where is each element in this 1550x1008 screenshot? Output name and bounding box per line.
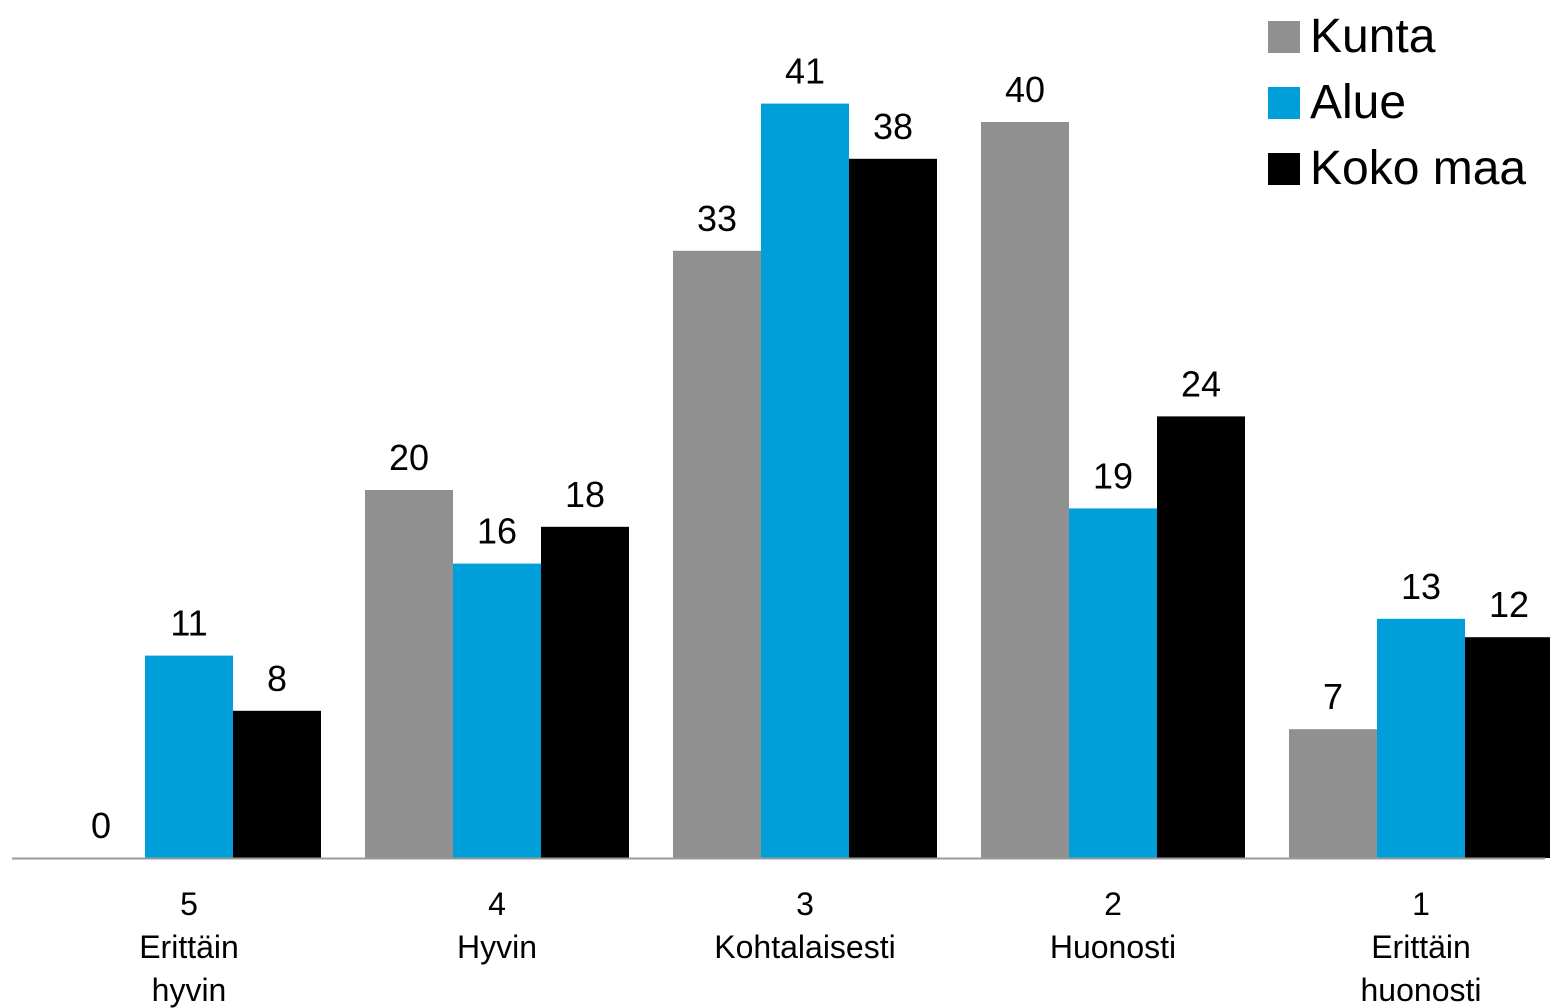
legend: Kunta Alue Koko maa [1268,4,1526,202]
category-label-5-line-3: huonosti [1361,972,1482,1008]
category-label-5-line-2: Erittäin [1371,929,1471,965]
data-label-koko-maa-4: 24 [1181,363,1221,404]
bar-koko-maa-3 [849,158,937,859]
data-label-alue-3: 41 [785,51,825,92]
bar-kunta-5 [1289,729,1377,858]
data-label-kunta-4: 40 [1005,69,1045,110]
data-label-kunta-1: 0 [91,805,111,846]
category-label-2-line-2: Hyvin [457,929,537,965]
bar-koko-maa-2 [541,526,629,858]
data-label-kunta-5: 7 [1323,676,1343,717]
data-label-alue-1: 11 [170,603,207,644]
legend-label-koko-maa: Koko maa [1310,142,1527,195]
legend-swatch-alue [1268,87,1300,119]
category-label-5-line-1: 1 [1412,886,1430,922]
category-label-3-line-2: Kohtalaisesti [714,929,895,965]
legend-swatch-kunta [1268,21,1300,53]
category-label-1-line-3: hyvin [152,972,227,1008]
category-label-2-line-1: 4 [488,886,506,922]
data-label-koko-maa-1: 8 [267,658,287,699]
bar-alue-5 [1377,618,1465,858]
bar-alue-3 [761,103,849,859]
data-label-kunta-2: 20 [389,437,429,478]
bar-alue-1 [145,655,233,858]
bar-kunta-2 [365,490,453,858]
data-label-alue-4: 19 [1093,455,1133,496]
bar-alue-2 [453,563,541,858]
data-label-kunta-3: 33 [697,198,737,239]
bar-koko-maa-4 [1157,416,1245,858]
data-label-alue-2: 16 [477,511,517,552]
bar-kunta-4 [981,122,1069,858]
legend-item-kunta: Kunta [1268,4,1526,70]
data-label-koko-maa-5: 12 [1489,584,1529,625]
legend-label-alue: Alue [1310,76,1407,129]
legend-item-koko-maa: Koko maa [1268,136,1526,202]
legend-item-alue: Alue [1268,70,1526,136]
bar-koko-maa-5 [1465,637,1550,858]
category-label-4-line-1: 2 [1104,886,1122,922]
legend-label-kunta: Kunta [1310,10,1436,63]
data-label-alue-5: 13 [1401,566,1441,607]
category-label-1-line-2: Erittäin [139,929,239,965]
data-label-koko-maa-2: 18 [565,474,605,515]
category-label-1-line-1: 5 [180,886,198,922]
data-label-koko-maa-3: 38 [873,106,913,147]
category-label-4-line-2: Huonosti [1050,929,1176,965]
legend-swatch-koko-maa [1268,153,1300,185]
bar-koko-maa-1 [233,710,321,858]
category-label-3-line-1: 3 [796,886,814,922]
bar-kunta-3 [673,250,761,859]
bar-alue-4 [1069,508,1157,858]
